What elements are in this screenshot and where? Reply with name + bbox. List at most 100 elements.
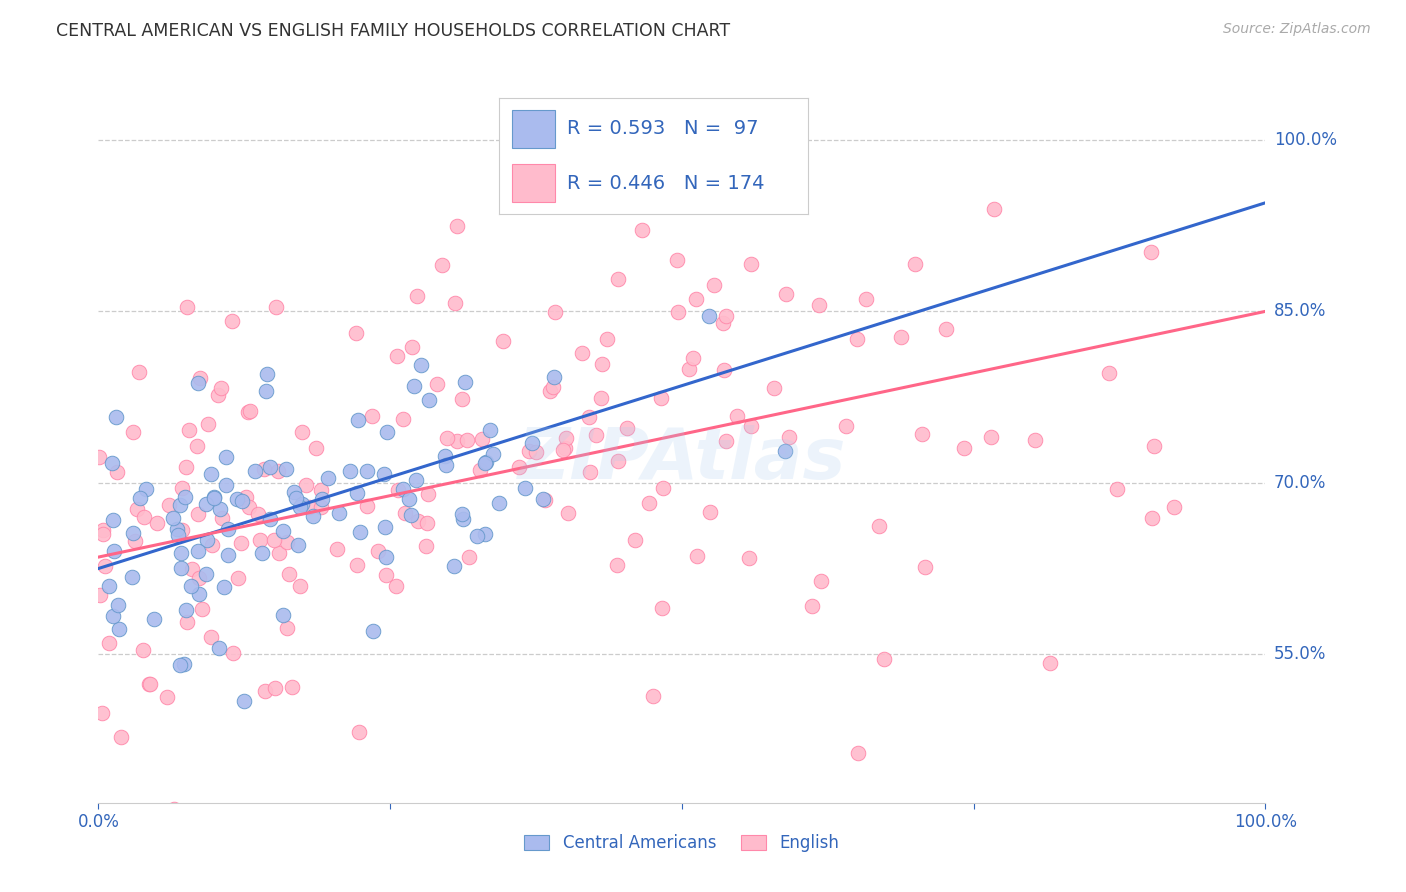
Point: [578, 410, 600, 425]
Point: [356, 499, 378, 513]
Point: [121, 570, 143, 584]
Point: [443, 559, 465, 574]
Point: [373, 467, 395, 481]
Point: [543, 370, 565, 384]
Point: [101, 456, 124, 470]
Point: [187, 376, 209, 391]
Point: [188, 571, 211, 585]
Point: [762, 157, 785, 171]
Point: [105, 410, 128, 425]
Point: [554, 431, 576, 445]
Point: [195, 533, 218, 547]
Point: [411, 359, 433, 373]
Point: [328, 506, 350, 520]
Point: [250, 546, 273, 560]
Point: [233, 694, 256, 708]
Point: [778, 430, 800, 444]
Point: [236, 405, 259, 419]
Point: [398, 491, 420, 506]
Point: [775, 287, 797, 301]
Point: [170, 546, 193, 560]
Point: [209, 381, 232, 395]
Point: [596, 332, 619, 346]
Point: [215, 478, 238, 492]
Point: [298, 500, 321, 514]
Point: [103, 544, 125, 558]
Point: [740, 418, 762, 433]
Point: [194, 567, 217, 582]
Point: [346, 485, 368, 500]
Point: [446, 434, 468, 448]
Point: [163, 802, 186, 816]
Point: [202, 490, 225, 504]
Point: [716, 434, 738, 449]
Point: [215, 450, 238, 465]
Point: [263, 533, 285, 547]
Point: [94, 559, 117, 574]
Point: [201, 538, 224, 552]
Point: [711, 317, 734, 331]
Point: [713, 363, 735, 377]
Point: [436, 431, 458, 445]
Point: [904, 257, 927, 271]
Point: [93, 527, 115, 541]
Point: [1107, 482, 1129, 496]
Point: [1143, 439, 1166, 453]
Point: [454, 375, 477, 389]
Point: [132, 510, 155, 524]
Point: [190, 602, 212, 616]
Point: [305, 441, 328, 455]
Point: [180, 578, 202, 592]
Point: [187, 587, 209, 601]
Point: [187, 543, 209, 558]
Point: [259, 512, 281, 526]
Point: [209, 501, 232, 516]
Point: [235, 491, 257, 505]
Point: [231, 494, 253, 508]
Point: [392, 411, 415, 425]
Point: [456, 433, 478, 447]
Point: [361, 409, 384, 423]
Point: [101, 609, 124, 624]
Point: [444, 296, 467, 310]
Point: [202, 491, 225, 505]
Point: [607, 454, 630, 468]
Point: [311, 483, 333, 497]
Point: [1163, 500, 1185, 514]
Point: [585, 428, 607, 442]
Point: [394, 506, 416, 520]
Point: [571, 345, 593, 359]
Point: [517, 444, 540, 458]
Text: Source: ZipAtlas.com: Source: ZipAtlas.com: [1223, 22, 1371, 37]
Point: [243, 464, 266, 478]
Point: [375, 568, 398, 582]
Text: CENTRAL AMERICAN VS ENGLISH FAMILY HOUSEHOLDS CORRELATION CHART: CENTRAL AMERICAN VS ENGLISH FAMILY HOUSE…: [56, 22, 730, 40]
Point: [406, 514, 429, 528]
Point: [326, 541, 349, 556]
Point: [285, 491, 308, 506]
Point: [256, 367, 278, 381]
Point: [283, 484, 305, 499]
Point: [478, 423, 501, 437]
Point: [316, 470, 339, 484]
Point: [430, 258, 453, 272]
Point: [288, 578, 311, 592]
Point: [356, 464, 378, 478]
Point: [685, 549, 707, 563]
Point: [128, 365, 150, 379]
Point: [1039, 657, 1062, 671]
Point: [200, 630, 222, 644]
Point: [127, 502, 149, 516]
Point: [295, 478, 318, 492]
Point: [254, 684, 277, 698]
Point: [308, 855, 330, 870]
Point: [374, 520, 396, 534]
Point: [238, 500, 260, 514]
Point: [589, 392, 612, 406]
Point: [868, 519, 890, 533]
Point: [508, 459, 530, 474]
Point: [278, 567, 301, 582]
Point: [385, 349, 408, 363]
Point: [91, 706, 114, 720]
Point: [176, 300, 198, 314]
